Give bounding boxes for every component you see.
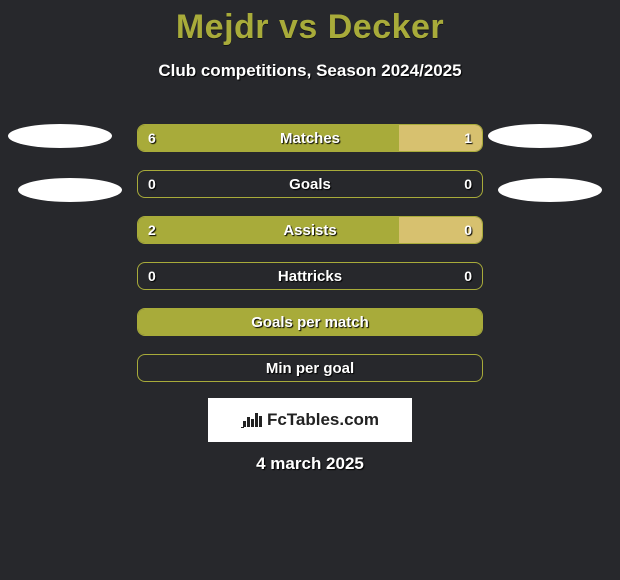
comparison-card: Mejdr vs Decker Club competitions, Seaso… <box>0 0 620 580</box>
stat-value-right: 0 <box>454 171 482 197</box>
date-stamp: 4 march 2025 <box>0 454 620 474</box>
stat-value-left: 0 <box>138 171 166 197</box>
stat-row: Goals per match <box>137 308 483 336</box>
stat-row: 61Matches <box>137 124 483 152</box>
stat-row: 20Assists <box>137 216 483 244</box>
brand-box: FcTables.com <box>208 398 412 442</box>
stat-label: Min per goal <box>138 355 482 381</box>
stat-row: Min per goal <box>137 354 483 382</box>
stat-bar-right <box>399 217 482 243</box>
stat-bar-left <box>138 125 399 151</box>
stat-row: 0 0Goals <box>137 170 483 198</box>
chart-icon <box>241 411 263 429</box>
stat-bar-right <box>399 125 482 151</box>
stats-bars: 61Matches00Goals20Assists00HattricksGoal… <box>137 124 483 400</box>
avatar-right-1 <box>488 124 592 148</box>
avatar-left-2 <box>18 178 122 202</box>
stat-bar-left <box>138 309 482 335</box>
stat-label: Goals <box>138 171 482 197</box>
stat-value-left: 0 <box>138 263 166 289</box>
stat-label: Hattricks <box>138 263 482 289</box>
stat-bar-left <box>138 217 399 243</box>
page-title: Mejdr vs Decker <box>0 0 620 47</box>
avatar-left-1 <box>8 124 112 148</box>
brand-text: FcTables.com <box>267 410 379 430</box>
stat-row: 0 0Hattricks <box>137 262 483 290</box>
stat-value-right: 0 <box>454 263 482 289</box>
page-subtitle: Club competitions, Season 2024/2025 <box>0 61 620 81</box>
avatar-right-2 <box>498 178 602 202</box>
